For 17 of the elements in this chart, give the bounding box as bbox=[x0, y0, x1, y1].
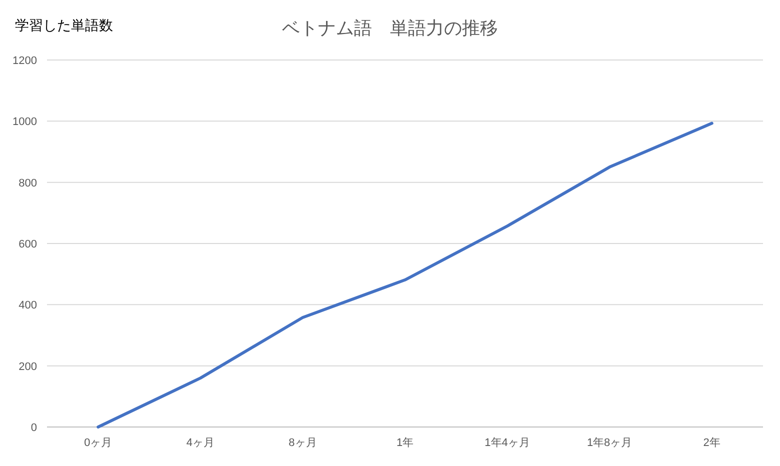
x-tick-label: 8ヶ月 bbox=[288, 437, 317, 449]
x-tick-label: 2年 bbox=[703, 437, 720, 449]
chart-title: ベトナム語 単語力の推移 bbox=[282, 18, 498, 38]
y-tick-label: 1200 bbox=[12, 55, 37, 67]
x-tick-label: 1年8ヶ月 bbox=[586, 437, 632, 449]
y-tick-label: 600 bbox=[18, 238, 37, 250]
x-tick-label: 1年 bbox=[396, 437, 414, 449]
y-tick-label: 400 bbox=[18, 300, 37, 312]
y-tick-label: 0 bbox=[30, 422, 37, 434]
y-tick-label: 800 bbox=[18, 177, 37, 190]
y-axis-title: 学習した単語数 bbox=[15, 17, 113, 33]
x-tick-label: 4ヶ月 bbox=[186, 437, 214, 449]
y-tick-label: 200 bbox=[18, 360, 37, 373]
line-series bbox=[96, 122, 714, 428]
x-tick-label: 0ヶ月 bbox=[84, 437, 112, 449]
x-tick-label: 1年4ヶ月 bbox=[484, 437, 530, 449]
y-tick-label: 1000 bbox=[12, 116, 37, 128]
